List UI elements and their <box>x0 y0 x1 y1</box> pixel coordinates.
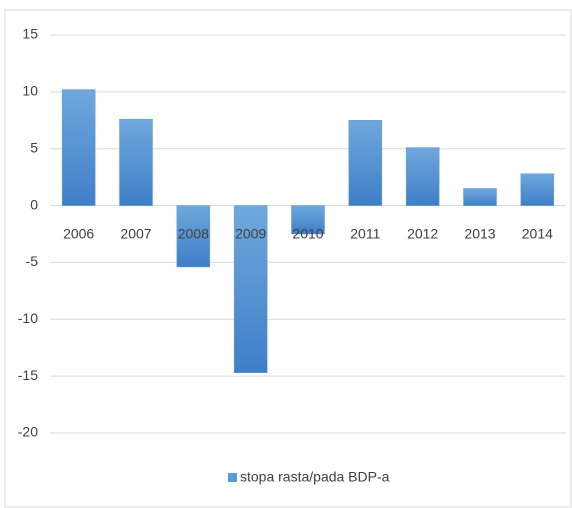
bar <box>233 205 268 373</box>
bar <box>463 188 497 206</box>
y-tick-label: 0 <box>30 196 38 212</box>
x-tick-label: 2011 <box>350 225 380 241</box>
bar <box>405 147 440 206</box>
y-tick-label: 5 <box>30 139 38 155</box>
y-tick-label: -20 <box>18 424 38 440</box>
bar <box>176 205 211 268</box>
legend-swatch <box>228 473 237 482</box>
x-tick-label: 2008 <box>178 225 209 241</box>
bar <box>291 205 325 235</box>
bar <box>119 118 153 206</box>
y-tick-label: -10 <box>18 310 38 326</box>
x-tick-label: 2013 <box>464 225 495 241</box>
x-tick-label: 2007 <box>120 225 151 241</box>
x-tick-label: 2012 <box>407 225 438 241</box>
y-tick-label: 15 <box>22 26 38 42</box>
x-tick-label: 2014 <box>522 225 553 241</box>
chart-frame <box>4 9 572 508</box>
x-tick-label: 2010 <box>292 225 323 241</box>
y-tick-label: -15 <box>18 367 38 383</box>
bar <box>61 89 96 206</box>
y-tick-label: 10 <box>22 83 38 99</box>
legend-label: stopa rasta/pada BDP-a <box>240 469 390 485</box>
x-tick-label: 2009 <box>235 225 266 241</box>
x-tick-label: 2006 <box>63 225 94 241</box>
bar <box>520 173 555 206</box>
bar <box>348 120 383 206</box>
y-tick-label: -5 <box>26 253 39 269</box>
